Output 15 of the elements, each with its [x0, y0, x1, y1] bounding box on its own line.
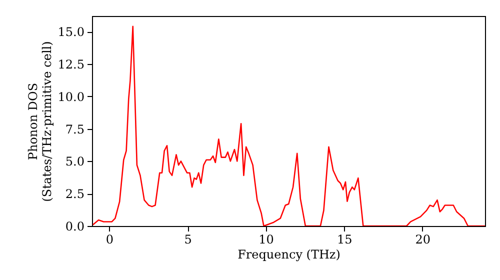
y-tick-label: 15.0 — [58, 25, 84, 40]
y-tick-label: 10.0 — [58, 90, 84, 104]
x-tick-label: 10 — [258, 232, 274, 246]
y-axis-title: Phonon DOS (States/THz·primitive cell) — [26, 41, 54, 202]
y-tick-label: 2.5 — [65, 187, 84, 202]
x-tick-label: 20 — [415, 232, 431, 246]
line-series — [92, 26, 485, 226]
x-tick-label: 15 — [336, 232, 352, 246]
x-tick-label: 5 — [184, 232, 192, 246]
y-tick-label: 5.0 — [65, 154, 84, 169]
y-tick-label: 0.0 — [65, 220, 84, 234]
y-tick-label: 7.5 — [65, 122, 84, 136]
x-axis-title: Frequency (THz) — [238, 248, 340, 262]
x-tick-label: 0 — [106, 232, 114, 246]
y-tick-label: 12.5 — [58, 57, 84, 72]
